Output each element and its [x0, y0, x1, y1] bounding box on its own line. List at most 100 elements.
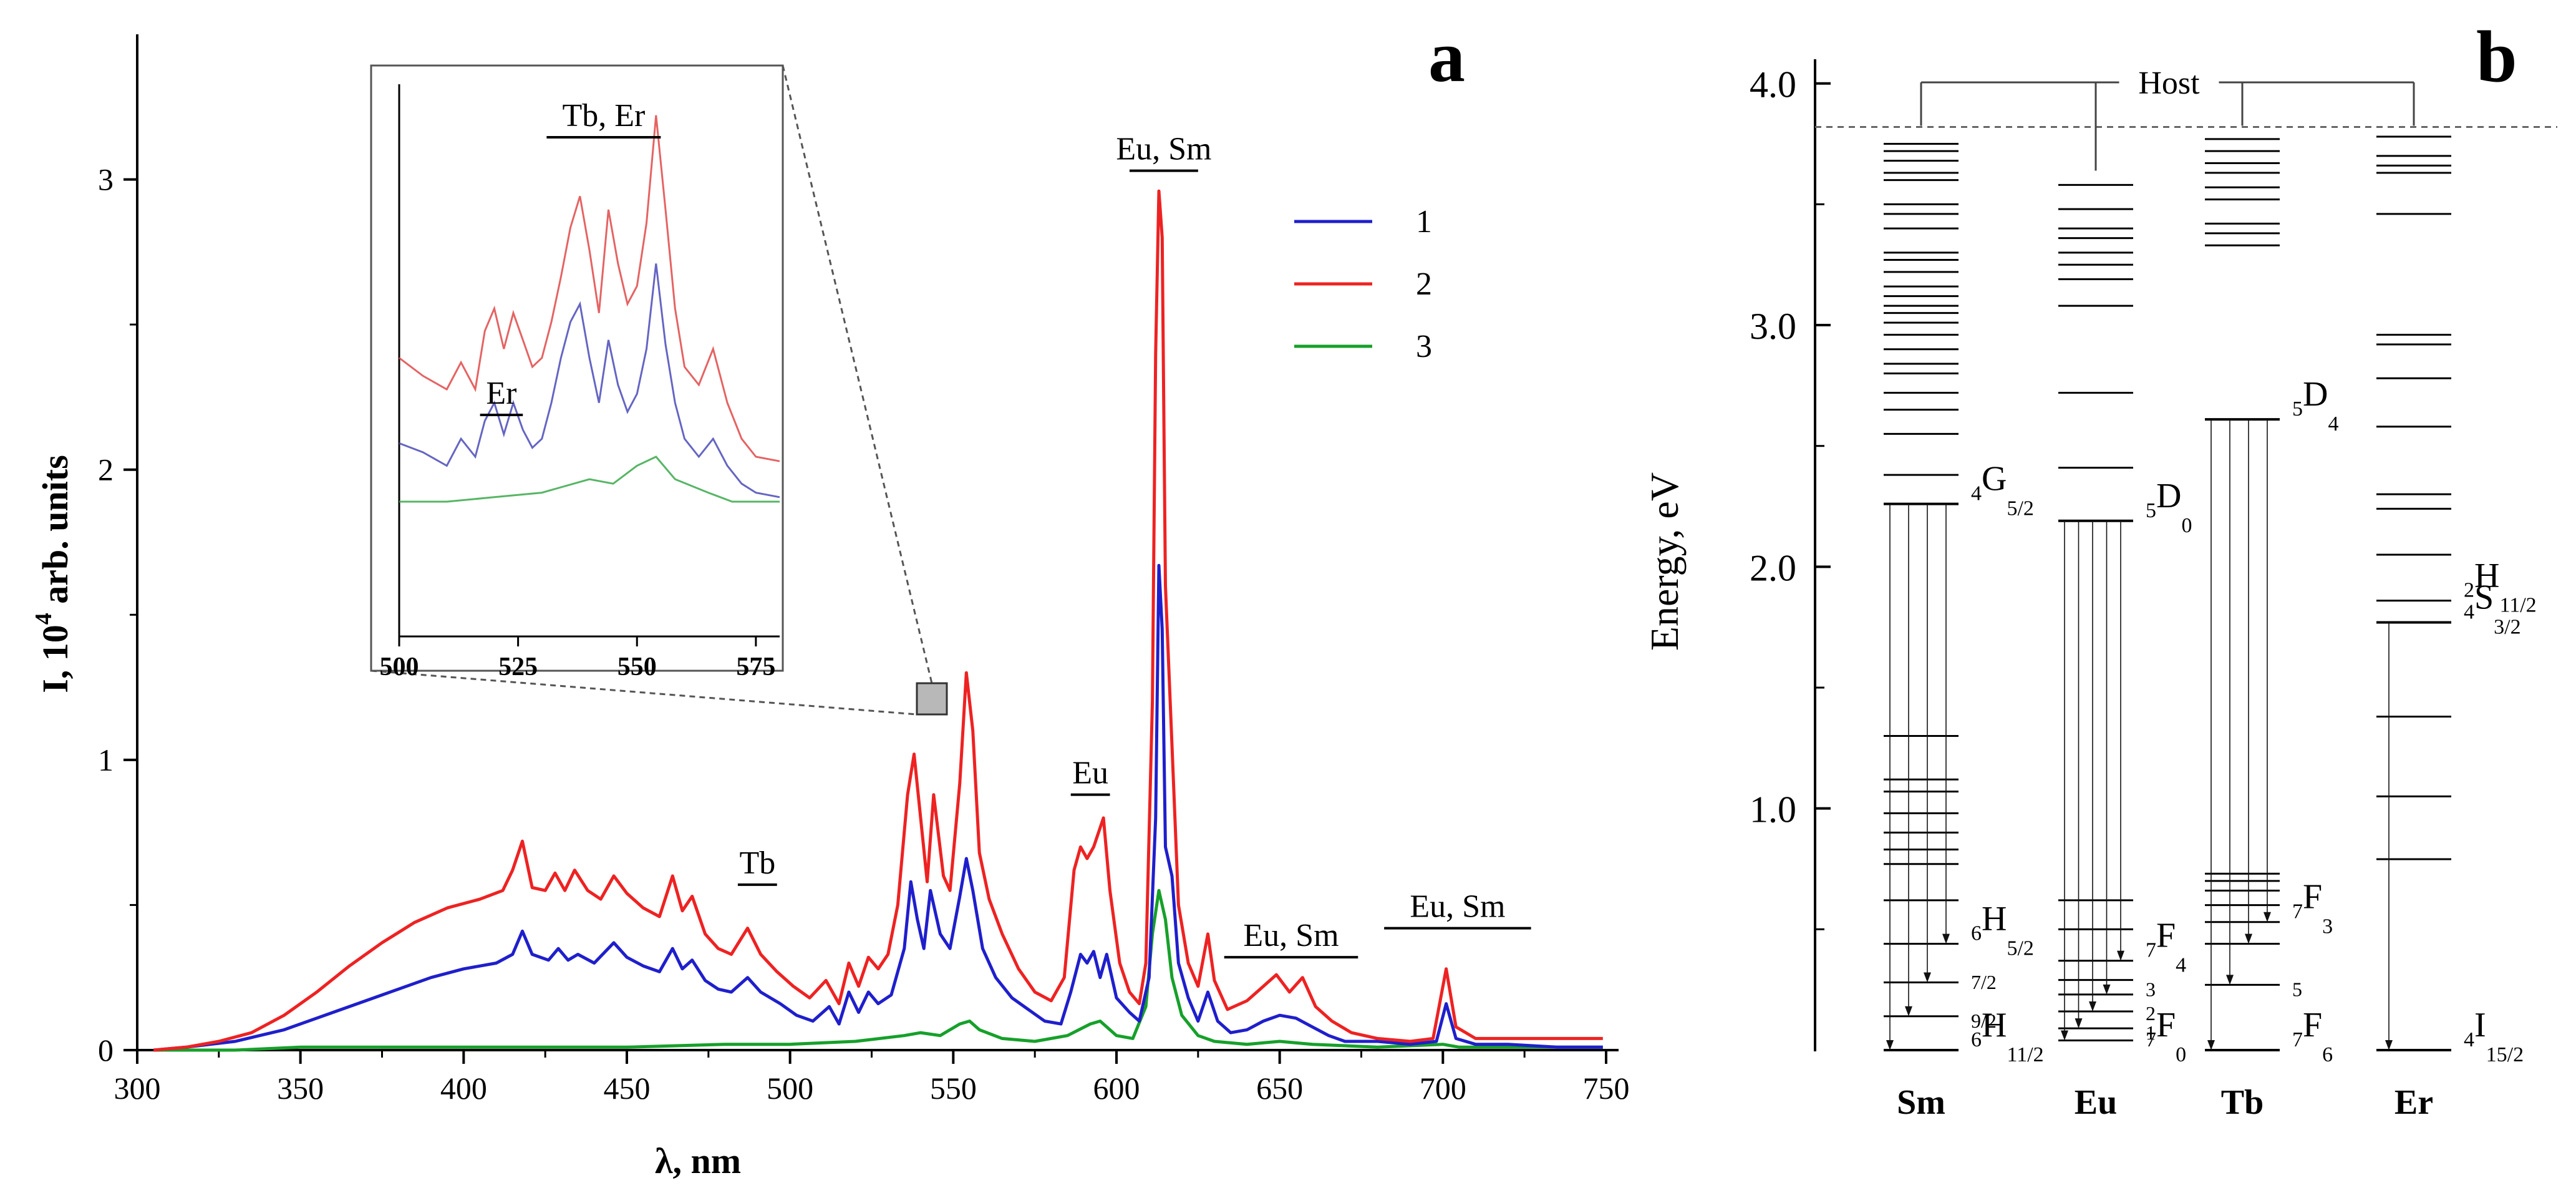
term-part: 5/2 — [2007, 497, 2033, 520]
b-ytick-label-0: 1.0 — [1750, 789, 1796, 830]
transition-arrowhead-tb-0 — [2207, 1040, 2215, 1050]
b-y-axis-label: Energy, eV — [1642, 472, 1687, 651]
term-part: 1 — [2146, 1021, 2156, 1044]
term-label-sm-0: 4G5/2 — [1971, 460, 2034, 520]
term-part: 7 — [2292, 1028, 2303, 1051]
inset-frame — [370, 64, 784, 672]
column-label-eu: Eu — [2075, 1083, 2118, 1122]
term-label-sm-3: 9/2 — [1971, 1010, 1997, 1032]
term-label-sm-4: 6H11/2 — [1971, 1006, 2044, 1066]
term-part: 5/2 — [2007, 937, 2033, 960]
a-xtick-label-300: 300 — [114, 1071, 161, 1106]
inset-xtick-label-500: 500 — [380, 653, 419, 681]
term-label-tb-0: 5D4 — [2292, 375, 2338, 436]
term-part: S — [2474, 578, 2494, 616]
term-part: 0 — [2176, 1043, 2186, 1066]
term-part: 2 — [2146, 1002, 2156, 1025]
a-xtick-label-650: 650 — [1256, 1071, 1303, 1106]
term-part: F — [2303, 878, 2322, 917]
a-annotation-4: Eu, Sm — [1410, 889, 1505, 925]
term-label-er-1: 4S3/2 — [2464, 578, 2521, 638]
term-part: 7/2 — [1971, 971, 1997, 993]
term-part: 4 — [2328, 412, 2338, 436]
term-part: 6 — [1971, 1028, 1982, 1051]
b-ticks: 1.0 2.0 3.0 4.0 — [1750, 64, 1831, 930]
term-part: 9/2 — [1971, 1010, 1997, 1032]
term-part: H — [2474, 557, 2499, 595]
a-ytick-label-1: 1 — [98, 742, 114, 777]
transition-arrowhead-er-0 — [2385, 1040, 2393, 1050]
inset-xtick-label-575: 575 — [736, 653, 775, 681]
term-part: H — [1982, 900, 2007, 938]
transition-arrowhead-eu-4 — [2117, 950, 2124, 961]
a-xtick-label-750: 750 — [1583, 1071, 1630, 1106]
term-label-sm-2: 7/2 — [1971, 971, 1997, 993]
term-part: F — [2156, 1006, 2176, 1044]
term-label-tb-1: 7F3 — [2292, 878, 2333, 938]
a-ylabel-exp: 4 — [31, 613, 57, 625]
inset-series-2-line — [399, 115, 780, 462]
a-y-axis-label: I, 104 arb. units — [31, 455, 75, 693]
term-part: F — [2156, 917, 2176, 955]
legend-label-2: 2 — [1416, 266, 1432, 302]
transition-arrowhead-tb-3 — [2264, 912, 2271, 922]
level-columns: Sm4G5/26H5/27/29/26H11/2Eu5D07F43217F0Tb… — [1884, 135, 2537, 1122]
transition-arrowhead-sm-3 — [1942, 933, 1950, 944]
panel-b: 1.02.03.04.0 b Energy, eV Host Sm4G5/26H… — [1642, 16, 2557, 1122]
panel-a: 300 350 400 450 500 550 600 650 700 750 0 1 2 3 Eu, S… — [31, 16, 1630, 1181]
term-part: 0 — [2181, 514, 2192, 537]
transition-arrowhead-eu-3 — [2103, 984, 2111, 995]
transition-arrowhead-sm-0 — [1886, 1040, 1894, 1050]
series-2-line — [153, 189, 1603, 1052]
a-annotation-3: Eu, Sm — [1243, 918, 1339, 953]
a-ytick-label-2: 2 — [98, 452, 114, 487]
inset-connector-top — [782, 65, 937, 699]
term-part: 11/2 — [2007, 1043, 2043, 1066]
term-part: 7 — [2146, 1028, 2156, 1051]
term-part: 3/2 — [2494, 615, 2520, 638]
term-label-er-0: 2H11/2 — [2464, 557, 2537, 617]
term-label-eu-4: 1 — [2146, 1021, 2156, 1044]
a-xtick-label-550: 550 — [930, 1071, 977, 1106]
a-annotation-0: Eu, Sm — [1116, 132, 1211, 167]
a-annotations: Eu, Sm Eu Tb Eu, Sm Eu, Sm — [737, 132, 1531, 959]
a-ytick-label-3: 3 — [98, 162, 114, 197]
legend-label-3: 3 — [1416, 329, 1432, 364]
a-ylabel-units: arb. units — [35, 455, 75, 613]
term-label-er-2: 4I15/2 — [2464, 1006, 2524, 1066]
term-label-eu-1: 7F4 — [2146, 917, 2186, 977]
legend: 1 2 3 — [1294, 204, 1432, 364]
term-part: 4 — [1971, 482, 1982, 505]
b-ytick-label-2: 3.0 — [1750, 306, 1796, 347]
term-part: F — [2303, 1006, 2322, 1044]
inset-ticks: 500 525 550 575 — [380, 636, 775, 681]
inset-annotation-0: Tb, Er — [562, 98, 645, 134]
inset-annotations: Tb, Er Er — [480, 98, 661, 416]
transition-arrowhead-tb-2 — [2245, 933, 2252, 944]
inset-connector-bottom — [370, 669, 918, 716]
a-xtick-label-500: 500 — [767, 1071, 813, 1106]
a-xtick-label-600: 600 — [1093, 1071, 1140, 1106]
term-label-tb-3: 7F6 — [2292, 1006, 2333, 1066]
term-part: D — [2156, 477, 2181, 515]
term-part: 3 — [2146, 978, 2156, 1000]
inset: 500 525 550 575 Tb, Er Er — [370, 64, 948, 716]
transition-arrowhead-sm-1 — [1905, 1006, 1912, 1016]
a-xtick-label-450: 450 — [604, 1071, 651, 1106]
term-part: H — [1982, 1006, 2007, 1044]
b-ytick-label-3: 4.0 — [1750, 64, 1796, 105]
a-annotation-1: Eu — [1072, 756, 1108, 791]
term-part: G — [1982, 460, 2007, 499]
transition-arrowhead-tb-1 — [2226, 975, 2234, 985]
transition-arrowhead-eu-1 — [2075, 1018, 2083, 1029]
term-part: 5 — [2292, 397, 2303, 421]
term-part: 11/2 — [2499, 594, 2536, 617]
panel-label-a: a — [1428, 16, 1465, 97]
term-part: 7 — [2292, 900, 2303, 923]
legend-label-1: 1 — [1416, 204, 1432, 240]
term-label-eu-2: 3 — [2146, 978, 2156, 1000]
